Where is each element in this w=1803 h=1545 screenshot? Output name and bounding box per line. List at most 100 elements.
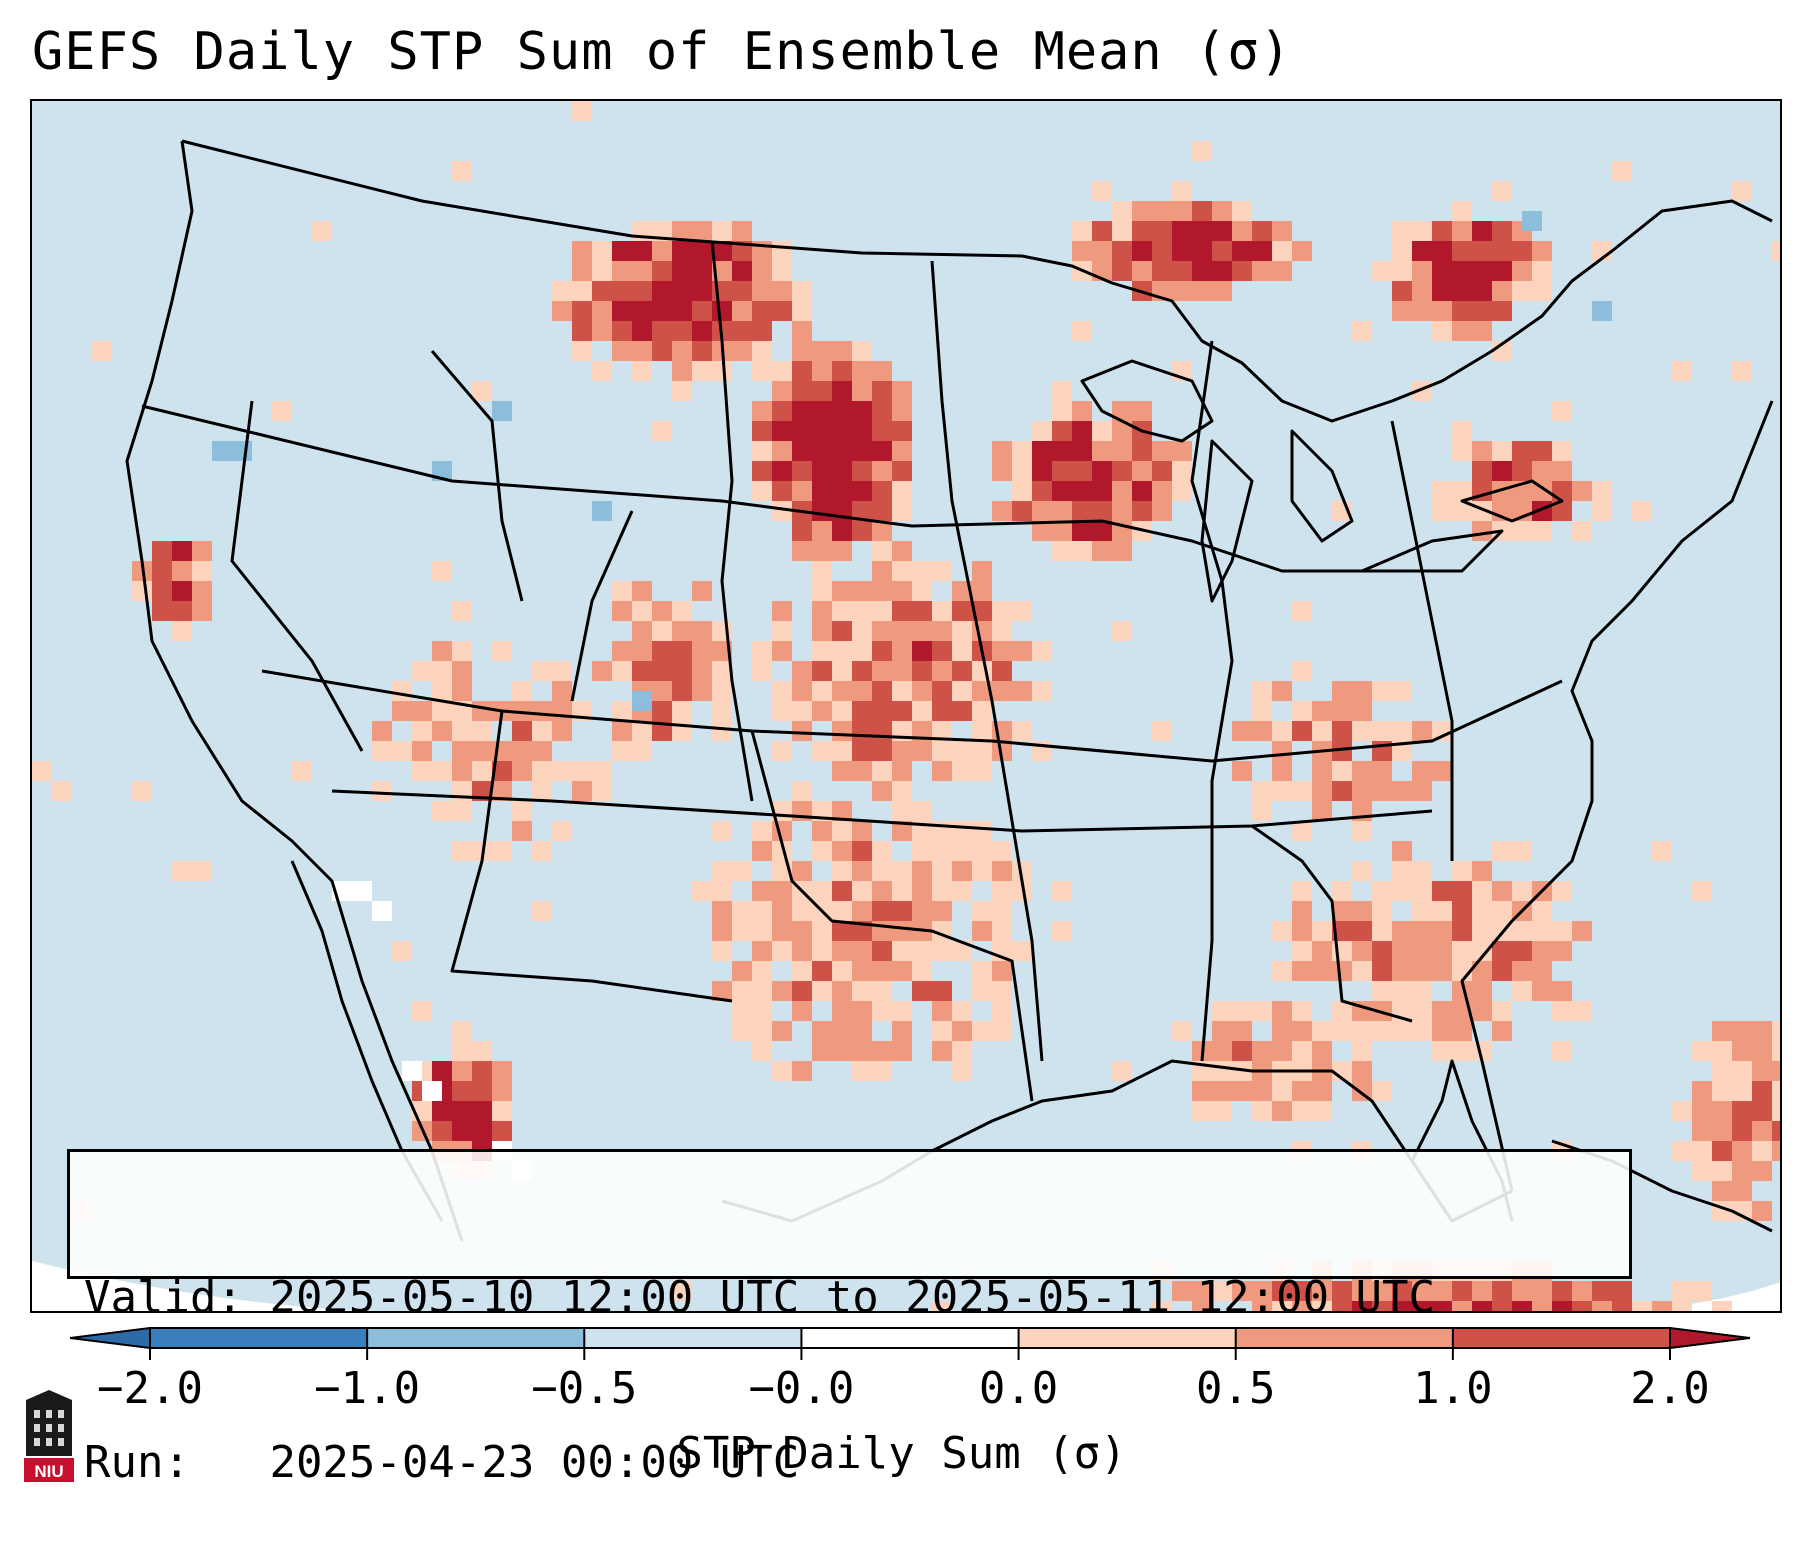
anomaly-cell: [872, 621, 892, 641]
anomaly-cell: [772, 381, 792, 401]
anomaly-cell: [1412, 881, 1432, 901]
anomaly-cell: [812, 641, 832, 661]
anomaly-cell: [1312, 801, 1332, 821]
anomaly-cell: [452, 841, 472, 861]
anomaly-cell: [812, 441, 832, 461]
valid-label: Valid:: [84, 1272, 243, 1323]
anomaly-cell: [452, 681, 472, 701]
anomaly-cell: [1292, 1081, 1312, 1101]
anomaly-cell: [1052, 521, 1072, 541]
anomaly-cell: [1392, 941, 1412, 961]
anomaly-cell: [712, 241, 732, 261]
anomaly-cell: [792, 421, 812, 441]
anomaly-cell: [1172, 1281, 1192, 1301]
anomaly-cell: [1492, 461, 1512, 481]
anomaly-cell: [812, 1041, 832, 1061]
anomaly-cell: [1272, 921, 1292, 941]
anomaly-cell: [512, 801, 532, 821]
anomaly-cell: [512, 721, 532, 741]
anomaly-cell: [1572, 1001, 1592, 1021]
anomaly-cell: [752, 841, 772, 861]
anomaly-cell: [432, 761, 452, 781]
anomaly-cell: [292, 761, 312, 781]
anomaly-cell: [432, 641, 452, 661]
anomaly-cell: [1532, 461, 1552, 481]
anomaly-cell: [1412, 1021, 1432, 1041]
anomaly-cell: [752, 821, 772, 841]
anomaly-cell: [692, 361, 712, 381]
anomaly-cell: [652, 341, 672, 361]
anomaly-cell: [792, 781, 812, 801]
anomaly-cell: [812, 961, 832, 981]
anomaly-cell: [912, 941, 932, 961]
anomaly-cell: [1492, 281, 1512, 301]
anomaly-cell: [1472, 461, 1492, 481]
anomaly-cell: [792, 1061, 812, 1081]
anomaly-cell: [1432, 1021, 1452, 1041]
anomaly-cell: [1312, 921, 1332, 941]
anomaly-cell: [452, 1121, 472, 1141]
anomaly-cell: [272, 401, 292, 421]
anomaly-cell: [1312, 961, 1332, 981]
anomaly-cell: [532, 901, 552, 921]
anomaly-cell: [1332, 721, 1352, 741]
anomaly-cell: [1052, 481, 1072, 501]
anomaly-cell: [1292, 661, 1312, 681]
anomaly-cell: [772, 881, 792, 901]
anomaly-cell: [452, 1041, 472, 1061]
anomaly-cell: [932, 701, 952, 721]
colorbar-tick-label: −1.0: [314, 1363, 421, 1414]
anomaly-cell: [1692, 1041, 1712, 1061]
anomaly-cell: [1412, 961, 1432, 981]
anomaly-cell: [32, 761, 52, 781]
state-line: [710, 240, 754, 802]
anomaly-cell: [972, 921, 992, 941]
anomaly-cell: [832, 401, 852, 421]
anomaly-cell: [752, 341, 772, 361]
anomaly-cell: [1492, 261, 1512, 281]
anomaly-cell: [672, 361, 692, 381]
anomaly-cell: [872, 661, 892, 681]
anomaly-cell: [1032, 421, 1052, 441]
anomaly-cell: [852, 361, 872, 381]
anomaly-cell: [1352, 821, 1372, 841]
anomaly-cell: [1252, 261, 1272, 281]
anomaly-cell: [712, 901, 732, 921]
anomaly-cell: [1132, 401, 1152, 421]
anomaly-cell: [552, 761, 572, 781]
anomaly-cell: [792, 661, 812, 681]
anomaly-cell: [1092, 481, 1112, 501]
projection-edge: [1638, 1282, 1780, 1311]
colorbar-tick-label: 0.5: [1195, 1363, 1276, 1414]
anomaly-cell: [1112, 501, 1132, 521]
anomaly-cell: [1212, 281, 1232, 301]
anomaly-cell: [872, 881, 892, 901]
anomaly-cell: [632, 361, 652, 381]
anomaly-cell: [1052, 441, 1072, 461]
anomaly-cell: [572, 261, 592, 281]
anomaly-cell: [672, 661, 692, 681]
anomaly-cell: [1492, 1301, 1512, 1311]
anomaly-cell: [652, 601, 672, 621]
anomaly-cell: [912, 561, 932, 581]
anomaly-cell: [1012, 721, 1032, 741]
anomaly-cell: [972, 581, 992, 601]
anomaly-cell: [832, 981, 852, 1001]
anomaly-cell: [1692, 1081, 1712, 1101]
anomaly-cell: [1052, 461, 1072, 481]
anomaly-cell: [1332, 781, 1352, 801]
anomaly-cell: [1712, 1181, 1732, 1201]
anomaly-cell: [1032, 641, 1052, 661]
anomaly-cell: [1172, 1021, 1192, 1041]
west-coast: [125, 140, 464, 1242]
anomaly-cell: [512, 741, 532, 761]
anomaly-cell: [1192, 201, 1212, 221]
anomaly-cell: [192, 561, 212, 581]
anomaly-cell: [1552, 501, 1572, 521]
anomaly-cell: [852, 761, 872, 781]
anomaly-cell: [1272, 261, 1292, 281]
anomaly-cell: [1112, 241, 1132, 261]
anomaly-cell: [892, 461, 912, 481]
anomaly-cell: [452, 721, 472, 741]
anomaly-cell: [1312, 701, 1332, 721]
